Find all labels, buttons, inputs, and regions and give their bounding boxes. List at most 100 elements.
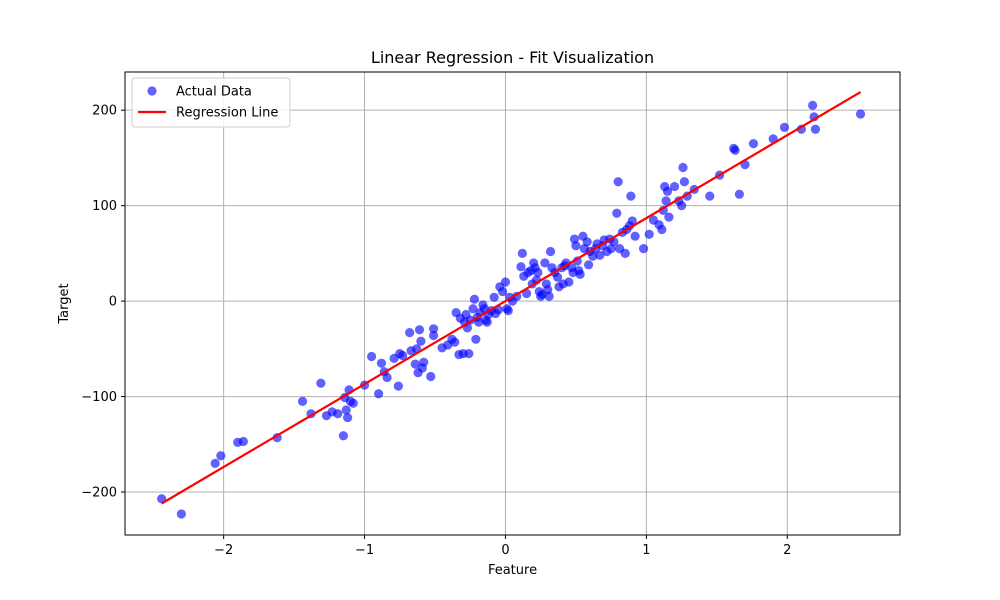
x-tick-label: 1	[642, 543, 650, 558]
x-axis-title: Feature	[488, 563, 537, 578]
data-point	[316, 378, 326, 388]
data-point	[545, 246, 556, 257]
data-point	[808, 100, 818, 111]
y-tick-label: 200	[92, 104, 117, 119]
data-point	[333, 409, 343, 419]
data-point	[588, 251, 598, 261]
plot-data	[157, 91, 866, 519]
legend: Actual Data Regression Line	[131, 77, 291, 128]
data-point	[658, 205, 668, 216]
data-point	[620, 248, 630, 258]
data-point	[410, 359, 420, 369]
data-point	[500, 277, 511, 287]
data-point	[664, 212, 674, 222]
data-point	[338, 431, 349, 441]
x-tick-label: 2	[783, 543, 791, 558]
data-point	[626, 191, 636, 201]
axis-ticks: −2 −1 0 1 2 −200 −100 0 100 200	[81, 104, 791, 558]
data-point	[297, 396, 308, 406]
data-point	[678, 162, 688, 173]
data-point	[498, 286, 508, 297]
data-point	[176, 509, 186, 519]
data-point	[661, 196, 671, 206]
legend-label-actual-data: Actual Data	[176, 85, 252, 100]
y-tick-label: −200	[81, 486, 117, 501]
data-point	[426, 371, 436, 382]
grid	[125, 72, 900, 535]
data-point	[482, 317, 492, 327]
data-point	[468, 304, 478, 314]
data-point	[382, 372, 392, 383]
data-point	[583, 260, 594, 270]
data-point	[516, 262, 526, 272]
data-point	[428, 330, 439, 341]
chart-title: Linear Regression - Fit Visualization	[371, 48, 654, 67]
legend-label-regression-line: Regression Line	[176, 106, 278, 121]
data-point	[676, 201, 687, 211]
data-point	[575, 269, 585, 279]
data-point	[855, 109, 866, 119]
data-point	[679, 177, 690, 187]
x-tick-label: 0	[501, 543, 509, 558]
data-point	[544, 291, 554, 301]
data-point	[779, 122, 790, 132]
x-tick-label: −1	[355, 543, 374, 558]
data-point	[348, 398, 358, 408]
y-tick-label: −100	[81, 390, 117, 405]
data-point	[669, 181, 680, 192]
data-point	[471, 334, 481, 344]
data-point	[612, 208, 622, 218]
data-point	[366, 351, 377, 362]
data-point	[374, 389, 384, 399]
data-point	[517, 248, 527, 258]
data-point	[810, 124, 821, 134]
data-point	[405, 328, 415, 338]
data-point	[343, 412, 353, 423]
data-point	[748, 138, 759, 149]
y-tick-label: 100	[92, 199, 117, 214]
data-point	[730, 145, 740, 155]
data-point	[644, 229, 654, 239]
data-point	[582, 237, 592, 247]
legend-marker-actual-data	[147, 86, 157, 96]
data-point	[638, 244, 649, 254]
data-point	[630, 231, 640, 241]
data-point	[540, 258, 550, 268]
data-point	[657, 224, 667, 235]
data-point	[489, 292, 499, 302]
y-axis-title: Target	[57, 283, 72, 324]
data-point	[627, 216, 637, 226]
data-point	[450, 337, 460, 347]
data-point	[216, 451, 226, 461]
data-point	[572, 256, 582, 266]
legend-box	[131, 77, 291, 128]
x-tick-label: −2	[214, 543, 233, 558]
data-point	[571, 241, 581, 251]
data-point	[414, 325, 425, 335]
data-point	[595, 250, 605, 260]
data-point	[419, 357, 429, 367]
data-point	[397, 350, 408, 361]
data-point	[734, 189, 744, 199]
plot-frame	[124, 71, 901, 536]
regression-line	[161, 91, 862, 505]
data-point	[393, 381, 403, 391]
data-point	[474, 317, 484, 327]
data-point	[613, 177, 623, 187]
data-point	[503, 306, 513, 316]
data-point	[662, 186, 673, 196]
data-point	[552, 272, 563, 282]
data-point	[469, 294, 480, 304]
data-point	[564, 277, 574, 287]
data-point	[464, 349, 474, 359]
data-point	[376, 358, 387, 368]
data-point	[428, 324, 439, 334]
data-point	[533, 267, 543, 278]
data-point	[705, 191, 715, 201]
data-point	[416, 336, 426, 346]
data-point	[238, 436, 248, 447]
data-point	[210, 458, 220, 469]
data-point	[341, 405, 351, 415]
y-tick-label: 0	[109, 295, 117, 310]
